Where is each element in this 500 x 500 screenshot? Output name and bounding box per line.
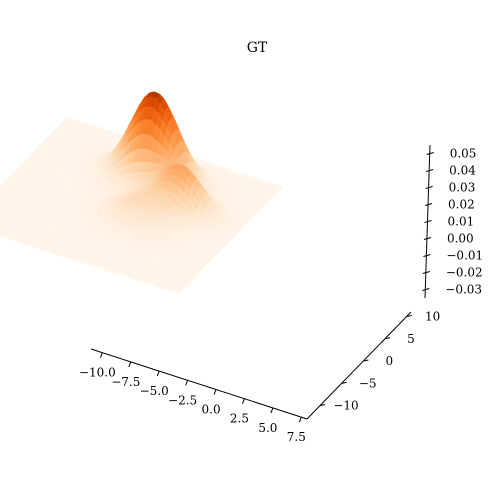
x-tick-mark [213, 389, 217, 395]
z-tick-mark [422, 288, 430, 291]
surface-mesh [0, 91, 284, 295]
z-tick-mark [422, 271, 430, 274]
x-tick-mark [242, 398, 245, 404]
x-tick-label: −2.5 [168, 393, 197, 407]
y-axis-ticks: −10−5 05 10 [319, 309, 440, 413]
y-tick-mark [384, 337, 391, 340]
x-axis-line [90, 348, 308, 420]
y-tick-label: 10 [425, 309, 440, 323]
x-tick-mark [270, 407, 274, 414]
x-tick-label: −10.0 [79, 366, 116, 380]
surface-patch [174, 290, 182, 295]
y-tick-label: 5 [407, 332, 415, 346]
x-tick-label: −5.0 [140, 384, 169, 398]
y-tick-mark [341, 381, 347, 384]
z-tick-label: −0.01 [446, 249, 483, 263]
x-tick-mark [99, 352, 103, 358]
x-axis: −10.0−7.5−5.0−2.5 0.0 2.5 5.0 7.5 [79, 348, 308, 444]
z-tick-label: 0.05 [450, 147, 477, 161]
z-tick-mark [424, 203, 433, 206]
z-tick-mark [424, 220, 432, 223]
x-tick-label: 2.5 [230, 412, 249, 426]
x-tick-mark [156, 370, 160, 377]
z-tick-label: 0.04 [449, 164, 476, 178]
z-tick-mark [425, 186, 433, 189]
x-tick-mark [298, 416, 302, 423]
z-tick-label: 0.02 [448, 198, 475, 212]
z-axis-ticks: −0.03 −0.02 −0.01 0.00 0.01 0.02 0.03 0.04 0.05 [422, 147, 483, 297]
x-tick-label: 5.0 [258, 421, 277, 435]
z-tick-label: 0.00 [447, 232, 474, 246]
y-tick-label: −10 [333, 399, 358, 413]
z-tick-label: −0.03 [445, 283, 482, 297]
z-axis: −0.03 −0.02 −0.01 0.00 0.01 0.02 0.03 0.04 0.05 [422, 144, 483, 299]
z-tick-mark [426, 169, 434, 172]
chart-title: GT [247, 40, 268, 56]
y-axis-line [306, 311, 412, 420]
y-axis: −10−5 05 10 [306, 309, 440, 420]
x-axis-ticks: −10.0−7.5−5.0−2.5 0.0 2.5 5.0 7.5 [79, 352, 306, 444]
z-tick-label: 0.01 [448, 215, 475, 229]
y-tick-label: −5 [359, 376, 377, 390]
y-tick-mark [363, 359, 369, 362]
z-tick-label: 0.03 [449, 181, 476, 195]
y-tick-label: 0 [386, 354, 394, 368]
z-tick-mark [426, 152, 434, 155]
x-tick-label: −7.5 [111, 375, 140, 389]
y-tick-mark [406, 314, 412, 317]
z-tick-mark [423, 254, 431, 257]
y-tick-mark [319, 404, 326, 407]
x-tick-mark [128, 361, 132, 368]
z-tick-label: −0.02 [446, 266, 483, 280]
z-tick-mark [423, 237, 432, 240]
x-tick-label: 0.0 [202, 403, 221, 417]
x-tick-label: 7.5 [287, 430, 306, 444]
x-tick-mark [185, 380, 189, 386]
